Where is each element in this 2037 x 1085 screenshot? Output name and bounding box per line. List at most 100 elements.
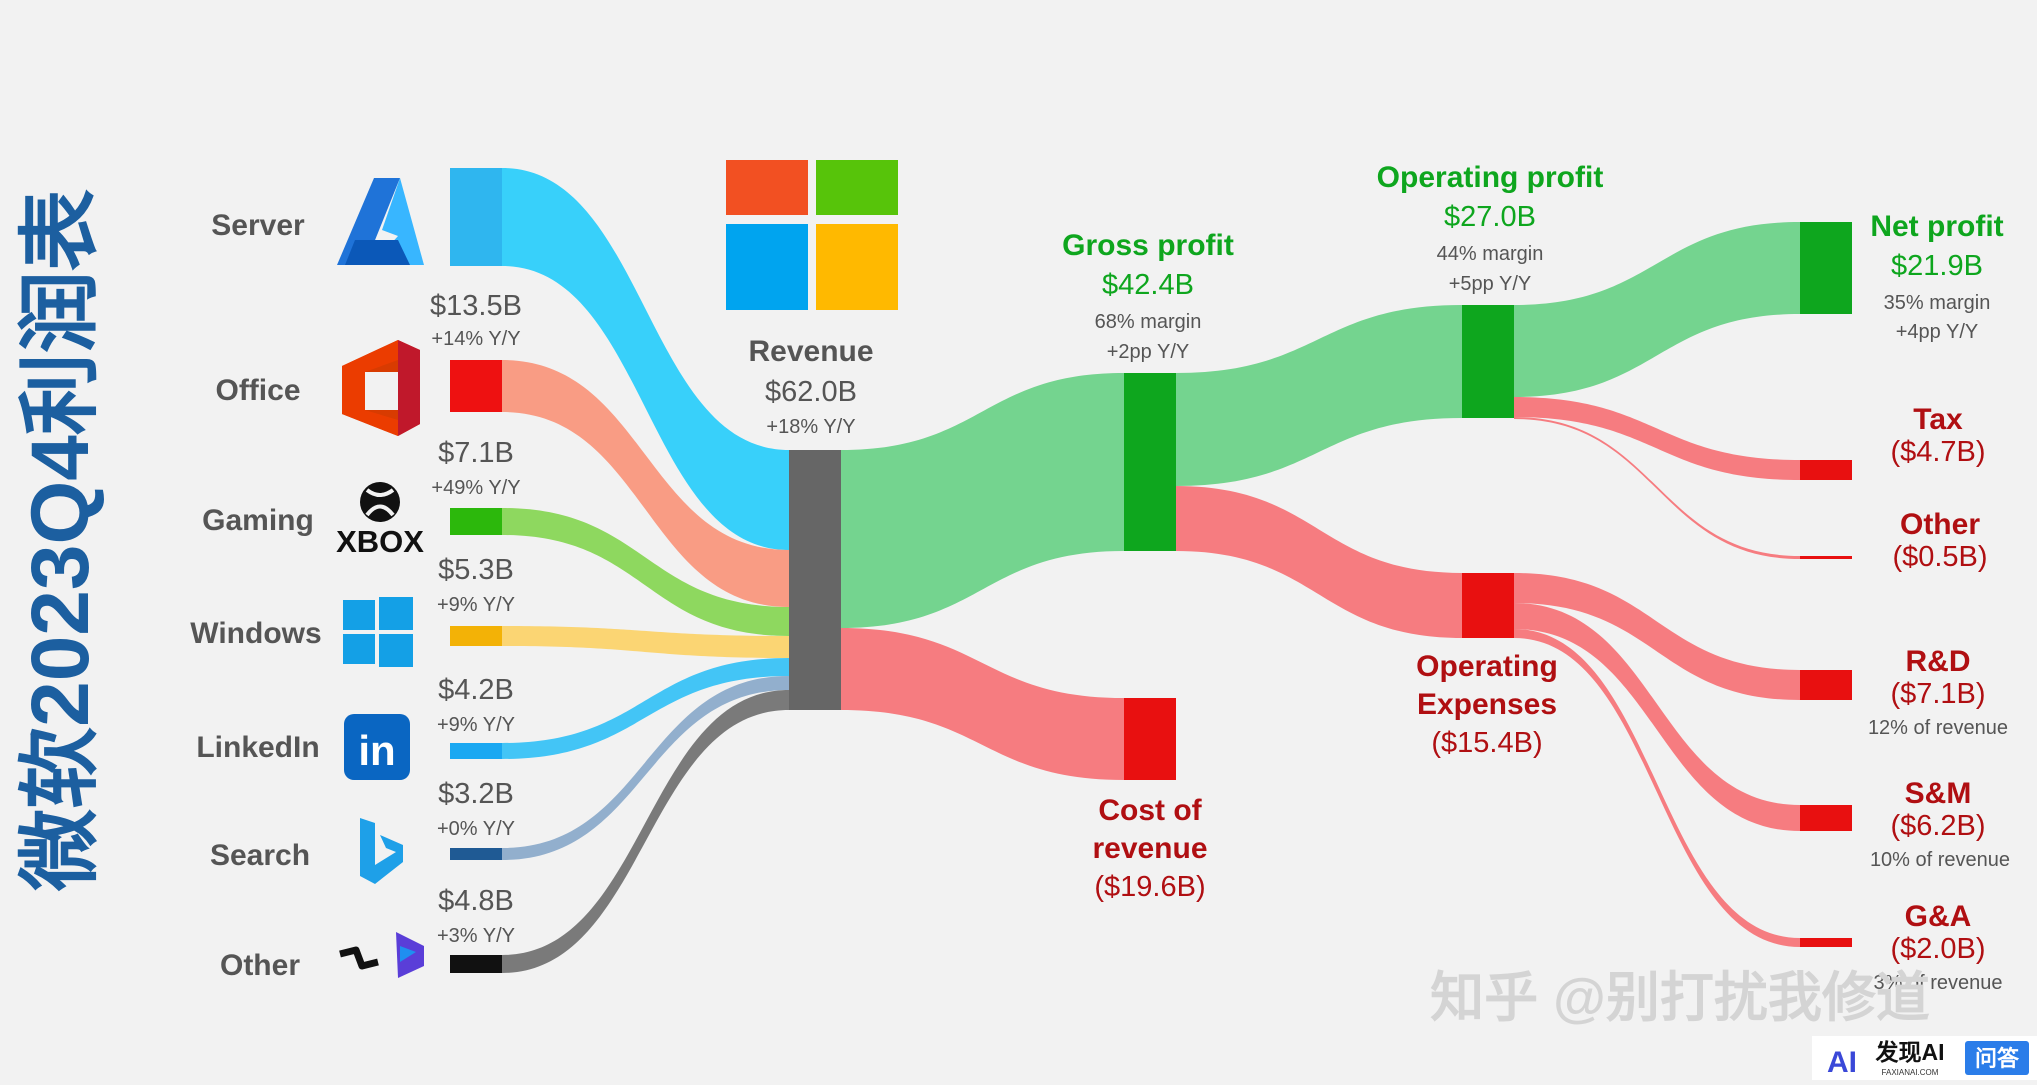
flow-linkedin-to-revenue [502,658,789,759]
gna-value: ($2.0B) [1890,933,1985,965]
bing-icon [360,818,403,884]
flow-gross-to-operating-profit [1176,305,1462,486]
flow-server-to-revenue [502,168,789,550]
segment-name-windows: Windows [190,617,321,650]
segment-growth-search: +0% Y/Y [437,818,515,840]
operating-expenses-title-line2: Expenses [1417,688,1557,721]
node-bar-rnd [1800,670,1852,700]
flow-gross-to-operating-expenses [1176,486,1462,638]
cost-of-revenue-value: ($19.6B) [1094,871,1205,903]
flow-revenue-to-cost [841,628,1124,780]
node-bar-operating-expenses [1462,573,1514,638]
segment-growth-linkedin: +9% Y/Y [437,714,515,736]
operating-expenses-title-line1: Operating [1416,650,1558,683]
operating-profit-growth: +5pp Y/Y [1449,273,1531,295]
gross-profit-growth: +2pp Y/Y [1107,341,1189,363]
badge-domain: FAXIANAI.COM [1882,1068,1939,1077]
flow-operating-to-tax [1514,397,1800,480]
gross-profit-margin: 68% margin [1095,311,1202,333]
node-bar-other-expense [1800,556,1852,559]
node-bar-cost-of-revenue [1124,698,1176,780]
segment-name-server: Server [211,209,305,242]
page-title: 微软2023Q4利润表 [15,189,106,892]
faxian-ai-badge: AI 发现AI FAXIANAI.COM 问答 [1812,1036,2037,1080]
net-profit-value: $21.9B [1891,250,1983,282]
snm-value: ($6.2B) [1890,810,1985,842]
segment-name-office: Office [215,374,300,407]
office-icon [342,340,420,436]
segment-name-search: Search [210,839,310,872]
cost-of-revenue-title-line1: Cost of [1098,794,1202,827]
node-bar-gna [1800,938,1852,947]
segment-name-other: Other [220,949,300,982]
other-expense-value: ($0.5B) [1892,541,1987,573]
gross-profit-value: $42.4B [1102,269,1194,301]
net-profit-title: Net profit [1870,210,2003,243]
node-bar-other-segment [450,955,502,973]
segment-value-windows: $5.3B [438,554,514,586]
node-bar-office [450,360,502,412]
gna-title: G&A [1905,900,1972,933]
flow-other-to-revenue [502,690,789,973]
node-bar-snm [1800,805,1852,831]
gna-share: 3% of revenue [1874,972,2003,994]
segment-growth-office: +14% Y/Y [431,328,520,350]
segment-growth-windows: +9% Y/Y [437,594,515,616]
snm-share: 10% of revenue [1870,849,2010,871]
node-bar-linkedin [450,743,502,759]
badge-tag: 问答 [1975,1046,2020,1071]
linkedin-icon: in [344,714,410,780]
badge-tag-bg [1965,1041,2029,1075]
flow-operating-to-net-profit [1514,222,1800,397]
node-bar-operating-profit [1462,305,1514,418]
segment-value-gaming: $7.1B [438,437,514,469]
node-bar-net-profit [1800,222,1852,314]
watermark-text: 知乎 @别打扰我修道 [1430,968,1930,1028]
segment-value-office: $13.5B [430,290,522,322]
revenue-title: Revenue [748,335,873,368]
flow-operating-to-other [1514,417,1800,559]
flow-office-to-revenue [502,360,789,607]
svg-text:in: in [358,727,395,774]
dynamics-icon [339,932,424,978]
flow-gaming-to-revenue [502,508,789,636]
node-bar-windows [450,626,502,646]
revenue-value: $62.0B [765,376,857,408]
node-bar-server [450,168,502,266]
node-bar-search [450,848,502,860]
node-bar-gaming [450,508,502,535]
node-bar-tax [1800,460,1852,480]
rnd-title: R&D [1906,645,1971,678]
snm-title: S&M [1905,777,1972,810]
flow-search-to-revenue [502,676,789,860]
flow-opex-to-gna [1514,629,1800,947]
tax-title: Tax [1913,403,1963,436]
segment-value-linkedin: $4.2B [438,674,514,706]
segment-growth-other: +3% Y/Y [437,925,515,947]
node-bar-gross-profit [1124,373,1176,551]
rnd-share: 12% of revenue [1868,717,2008,739]
flow-opex-to-rnd [1514,573,1800,700]
operating-profit-margin: 44% margin [1437,243,1544,265]
xbox-icon: XBOX [336,482,424,559]
operating-profit-value: $27.0B [1444,201,1536,233]
flow-opex-to-snm [1514,603,1800,831]
node-bar-revenue [789,450,841,710]
windows-icon [343,597,413,667]
tax-value: ($4.7B) [1890,436,1985,468]
operating-profit-title: Operating profit [1377,161,1604,194]
segment-name-gaming: Gaming [202,504,314,537]
net-profit-margin: 35% margin [1884,292,1991,314]
segment-name-linkedin: LinkedIn [196,731,319,764]
flow-revenue-to-gross-profit [841,373,1124,628]
flow-windows-to-revenue [502,626,789,658]
gross-profit-title: Gross profit [1062,229,1234,262]
sankey-flows [502,168,1800,973]
segment-value-search: $3.2B [438,778,514,810]
segment-value-other: $4.8B [438,885,514,917]
revenue-growth: +18% Y/Y [766,416,855,438]
badge-logo: AI [1827,1046,1857,1079]
svg-text:XBOX: XBOX [336,524,424,559]
